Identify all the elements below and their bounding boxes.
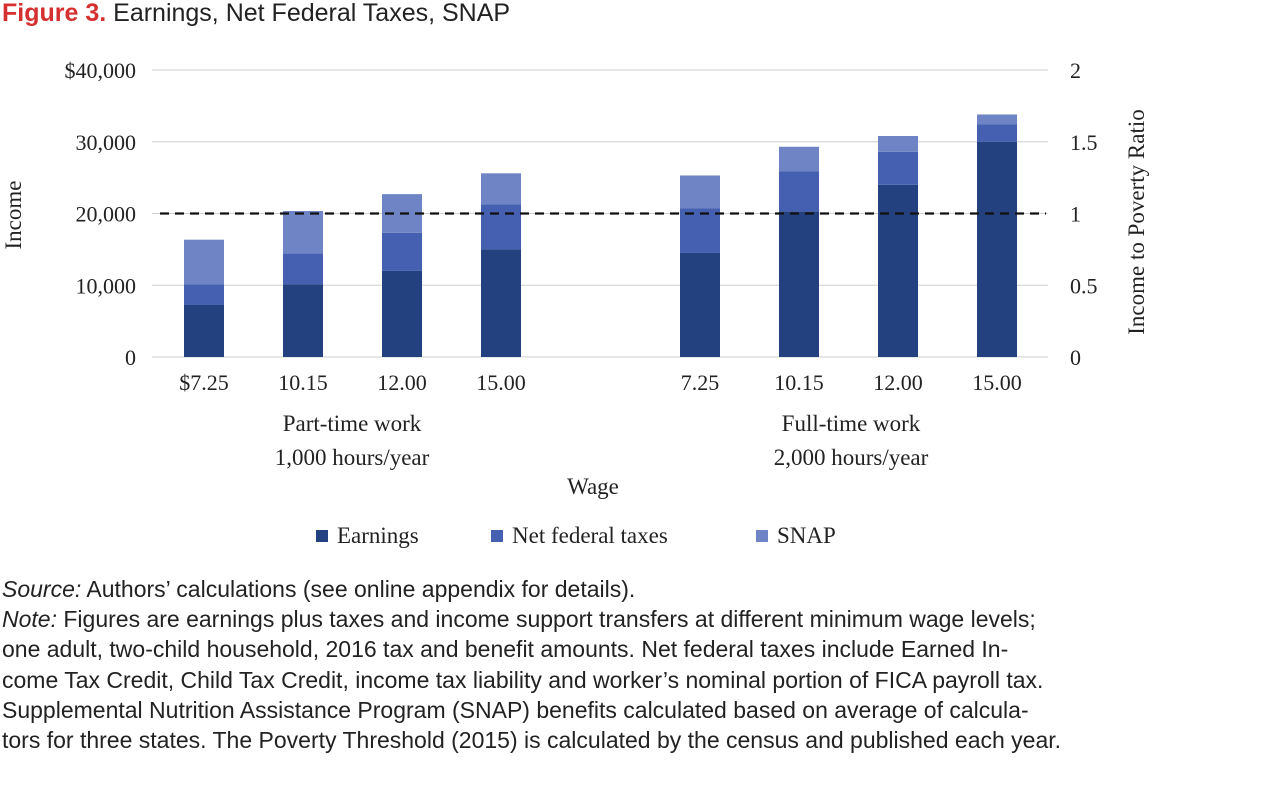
bar-snap (481, 173, 521, 205)
bar-net-federal-taxes (283, 253, 323, 285)
source-line: Source: Authors’ calculations (see onlin… (2, 574, 1280, 604)
figure-title-text: Earnings, Net Federal Taxes, SNAP (113, 0, 511, 27)
y-tick-label: 10,000 (76, 273, 137, 298)
bar-earnings (779, 211, 819, 357)
group-label: Part-time work (283, 411, 422, 436)
figure-notes: Source: Authors’ calculations (see onlin… (2, 574, 1280, 755)
bar-earnings (878, 184, 918, 357)
group-label: Full-time work (782, 411, 921, 436)
bar-snap (977, 114, 1017, 125)
bar-net-federal-taxes (977, 124, 1017, 142)
bar-earnings (283, 284, 323, 357)
x-axis-label: Wage (567, 474, 619, 499)
bar-snap (283, 210, 323, 254)
bar-net-federal-taxes (382, 232, 422, 271)
note-line-1: Note: Figures are earnings plus taxes an… (2, 604, 1280, 634)
x-tick-label: 15.00 (476, 370, 526, 395)
note-line-4: Supplemental Nutrition Assistance Progra… (2, 696, 1029, 723)
y-tick-label: 0 (125, 345, 136, 370)
y-axis-label: Income (1, 181, 26, 250)
bar-net-federal-taxes (680, 208, 720, 253)
y2-tick-label: 1 (1070, 202, 1081, 227)
bar-earnings (382, 270, 422, 357)
bar-earnings (680, 252, 720, 357)
legend-swatch (491, 530, 503, 542)
group-sublabel: 1,000 hours/year (275, 445, 430, 470)
x-tick-label: $7.25 (179, 370, 229, 395)
bar-net-federal-taxes (481, 204, 521, 250)
legend-label: Net federal taxes (512, 523, 668, 548)
y2-tick-label: 0.5 (1070, 273, 1098, 298)
legend-label: Earnings (337, 523, 419, 548)
x-tick-label: 10.15 (774, 370, 824, 395)
bar-net-federal-taxes (779, 171, 819, 212)
x-tick-label: 10.15 (278, 370, 328, 395)
bar-net-federal-taxes (184, 284, 224, 305)
group-sublabel: 2,000 hours/year (774, 445, 929, 470)
y-tick-label: $40,000 (65, 58, 137, 83)
source-text: Authors’ calculations (see online append… (81, 576, 636, 602)
figure-label: Figure 3. (2, 0, 107, 27)
bar-net-federal-taxes (878, 151, 918, 185)
note-line-2: one adult, two-child household, 2016 tax… (2, 636, 1009, 663)
legend-swatch (316, 530, 328, 542)
source-label: Source: (2, 576, 82, 602)
bar-earnings (481, 249, 521, 357)
figure-title: Figure 3. Earnings, Net Federal Taxes, S… (2, 0, 510, 30)
x-tick-label: 12.00 (873, 370, 923, 395)
bar-earnings (977, 141, 1017, 357)
note-line-3: come Tax Credit, Child Tax Credit, incom… (2, 666, 1044, 693)
note-text-1: Figures are earnings plus taxes and inco… (56, 606, 1036, 633)
legend-swatch (756, 530, 768, 542)
stacked-bar-chart: 0 10,000 20,000 30,000 $40,000 0 0.5 1 1.5 2 $7.25… (1, 58, 1149, 548)
bar-snap (184, 239, 224, 285)
y2-axis-label: Income to Poverty Ratio (1124, 109, 1149, 335)
bar-earnings (184, 304, 224, 357)
y2-tick-label: 1.5 (1070, 130, 1098, 155)
y2-tick-label: 2 (1070, 58, 1081, 83)
y-tick-label: 30,000 (76, 130, 137, 155)
y2-tick-label: 0 (1070, 345, 1081, 370)
bar-snap (779, 146, 819, 172)
y-tick-label: 20,000 (76, 202, 137, 227)
note-label: Note: (2, 606, 57, 633)
x-tick-label: 15.00 (972, 370, 1022, 395)
note-line-5: tors for three states. The Poverty Thres… (2, 727, 1062, 754)
bar-snap (878, 136, 918, 152)
bar-snap (680, 175, 720, 209)
legend-label: SNAP (777, 523, 836, 548)
x-tick-label: 12.00 (377, 370, 427, 395)
x-tick-label: 7.25 (681, 370, 720, 395)
